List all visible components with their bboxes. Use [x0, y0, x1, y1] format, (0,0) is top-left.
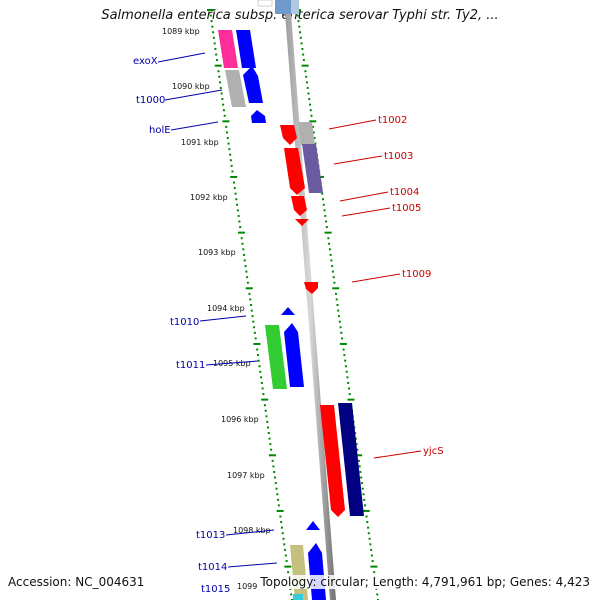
gene-feature[interactable] [306, 521, 320, 530]
gene-label-t1003[interactable]: t1003 [384, 151, 413, 162]
kbp-label: 1089 kbp [162, 27, 200, 36]
kbp-label: 1093 kbp [198, 248, 236, 257]
gene-feature[interactable] [291, 196, 307, 216]
gene-feature[interactable] [284, 323, 304, 387]
kbp-label: 1094 kbp [207, 304, 245, 313]
kbp-label: 1092 kbp [190, 193, 228, 202]
gene-feature[interactable] [320, 405, 345, 517]
gene-label-t1014[interactable]: t1014 [198, 562, 227, 573]
gene-feature[interactable] [304, 282, 318, 294]
gene-feature[interactable] [293, 594, 303, 600]
gene-feature[interactable] [218, 30, 238, 68]
gene-feature[interactable] [291, 0, 299, 14]
kbp-label: 1099 [237, 582, 257, 591]
gene-feature[interactable] [225, 70, 246, 107]
gene-label-t1004[interactable]: t1004 [390, 187, 419, 198]
gene-label-t1009[interactable]: t1009 [402, 269, 431, 280]
gene-feature[interactable] [265, 325, 287, 389]
gene-label-t1002[interactable]: t1002 [378, 115, 407, 126]
gene-feature[interactable] [281, 307, 295, 315]
kbp-label: 1091 kbp [181, 138, 219, 147]
kbp-label: 1090 kbp [172, 82, 210, 91]
gene-label-yjcs[interactable]: yjcS [423, 446, 444, 457]
gene-feature[interactable] [257, 0, 273, 7]
leader-lines-left [157, 52, 278, 568]
gene-feature[interactable] [290, 545, 308, 600]
gene-feature[interactable] [275, 0, 291, 14]
gene-feature[interactable] [236, 30, 256, 68]
kbp-label: 1097 kbp [227, 471, 265, 480]
gene-label-t1005[interactable]: t1005 [392, 203, 421, 214]
kbp-label: 1096 kbp [221, 415, 259, 424]
gene-feature[interactable] [302, 144, 323, 193]
accession-text: Accession: NC_004631 [8, 575, 145, 589]
gene-label-t1013[interactable]: t1013 [196, 530, 225, 541]
map-title: Salmonella enterica subsp. enterica sero… [101, 8, 499, 23]
kbp-scale-labels: 1089 kbp 1090 kbp 1091 kbp 1092 kbp 1093… [162, 27, 271, 591]
gene-label-t1011[interactable]: t1011 [176, 360, 205, 371]
gene-label-t1015[interactable]: t1015 [201, 584, 230, 595]
gene-feature[interactable] [280, 125, 297, 145]
leader-lines-right [328, 119, 422, 459]
scale-track-left [207, 9, 293, 600]
kbp-label: 1098 kbp [233, 526, 271, 535]
gene-feature[interactable] [284, 148, 305, 195]
topology-text: Topology: circular; Length: 4,791,961 bp… [260, 575, 590, 589]
gene-feature[interactable] [295, 219, 309, 226]
gene-feature[interactable] [251, 110, 266, 123]
gene-label-exox[interactable]: exoX [133, 56, 158, 67]
gene-feature[interactable] [308, 543, 326, 600]
gene-feature[interactable] [298, 122, 315, 145]
gene-feature[interactable] [338, 403, 364, 516]
gene-label-hole[interactable]: holE [149, 125, 171, 136]
genome-axis [284, 0, 336, 600]
gene-feature[interactable] [243, 66, 263, 103]
gene-label-t1000[interactable]: t1000 [136, 95, 165, 106]
gene-label-t1010[interactable]: t1010 [170, 317, 199, 328]
